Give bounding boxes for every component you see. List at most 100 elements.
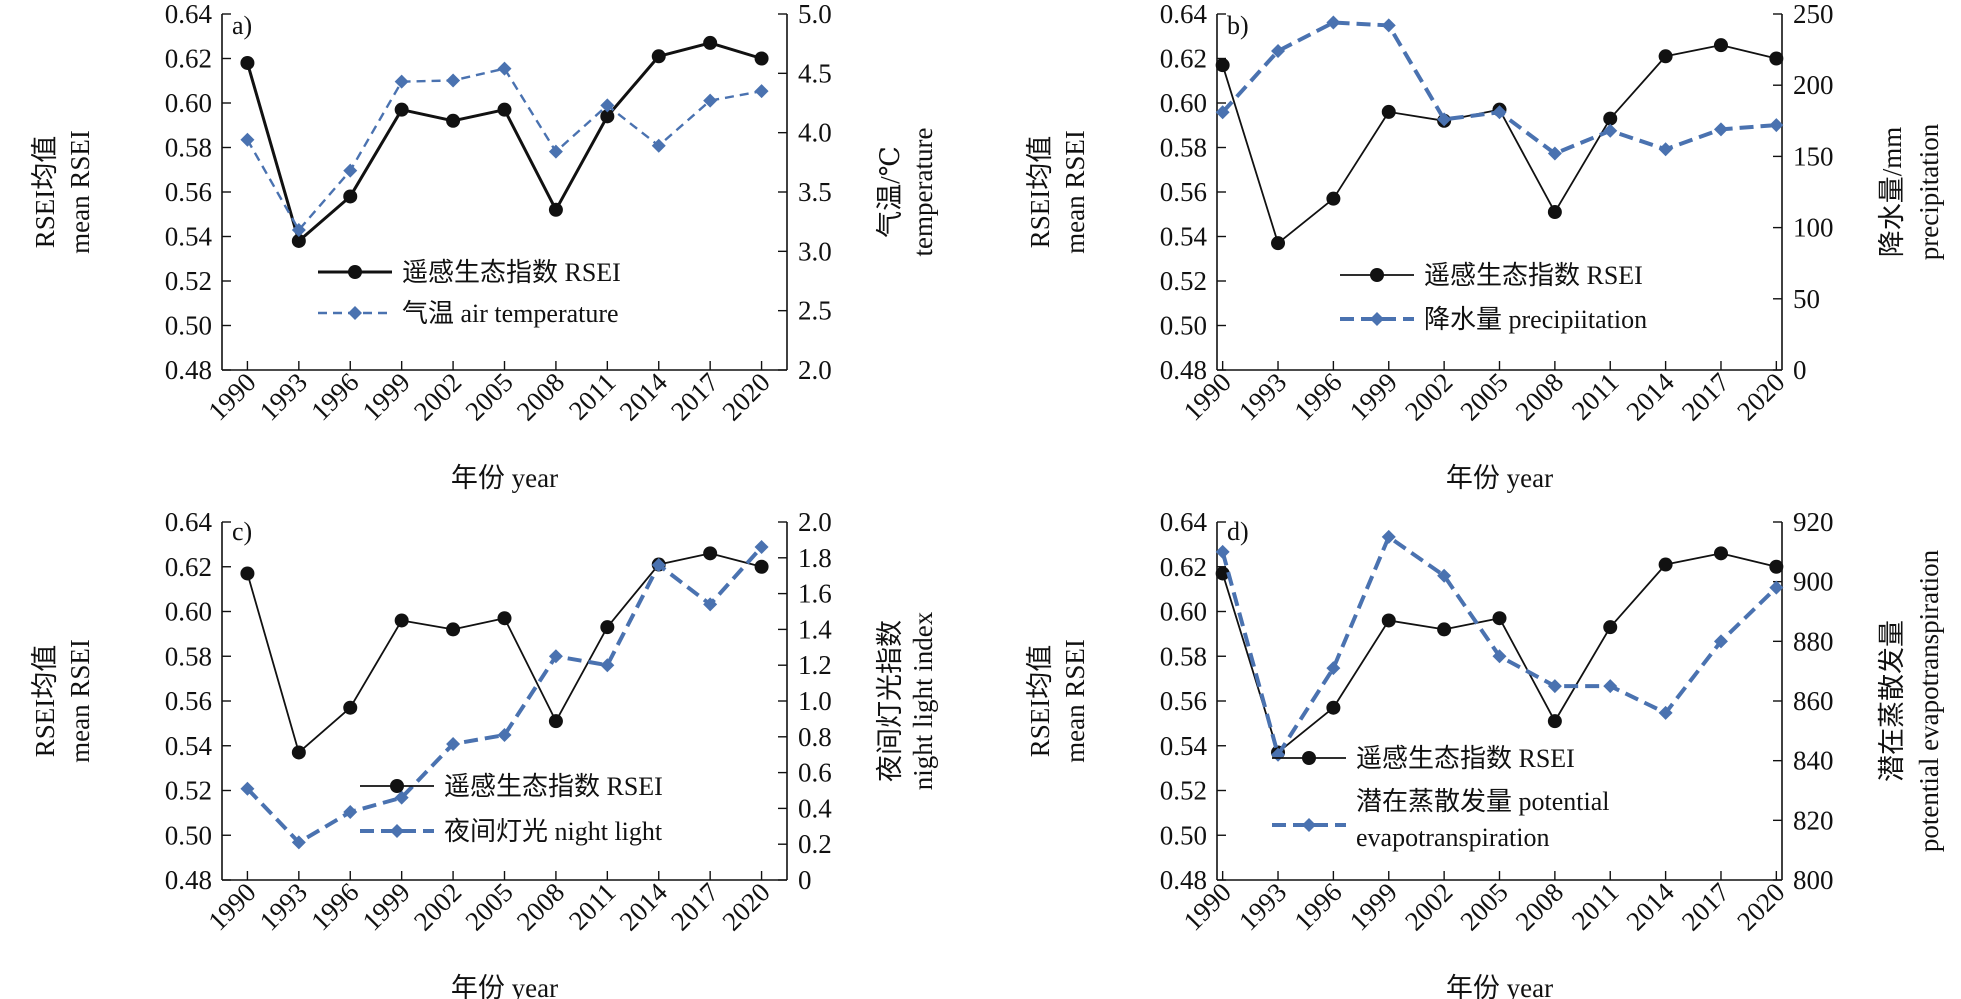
x-tick-label: 2008 [1510,877,1569,936]
right-tick-label: 800 [1793,865,1834,895]
x-axis-title: 年份 year [451,463,558,493]
factor-data-point [343,163,358,178]
x-tick-label: 2008 [1510,367,1569,426]
left-axis-title: RSEI均值 [1025,645,1055,758]
rsei-series-line [246,552,762,754]
x-tick-label: 2014 [614,367,674,427]
left-tick-label: 0.62 [165,44,212,74]
factor-data-point [1381,529,1396,544]
left-tick-label: 0.56 [1160,177,1207,207]
rsei-data-point [754,51,769,66]
x-tick-label: 2011 [1566,877,1625,936]
legend-factor-marker [390,824,404,838]
x-tick-label: 1999 [357,367,416,426]
legend-factor-label-line2: evapotranspiration [1356,823,1550,852]
factor-data-point [1658,705,1673,720]
left-tick-label: 0.64 [165,0,213,29]
right-tick-label: 920 [1793,507,1834,537]
x-tick-label: 2005 [1454,367,1513,426]
rsei-data-point [1547,205,1562,220]
factor-data-point [497,728,512,743]
right-tick-label: 3.5 [798,177,832,207]
right-tick-label: 1.2 [798,650,832,680]
right-tick-label: 0.4 [798,793,832,823]
x-tick-label: 2011 [563,367,622,426]
factor-data-point [1492,105,1507,120]
left-axis-title: RSEI均值 [1025,136,1055,249]
right-tick-label: 880 [1793,626,1834,656]
rsei-data-point [1437,622,1452,637]
factor-data-point [548,144,563,159]
right-tick-label: 100 [1793,213,1834,243]
factor-data-point [1381,18,1396,33]
panel-tag: c) [232,517,252,546]
x-tick-label: 1996 [1288,877,1347,936]
legend: 遥感生态指数 RSEI 降水量 precipiitation [1340,261,1647,334]
panel-tag: a) [232,11,252,40]
factor-data-point [1326,15,1341,30]
right-tick-label: 200 [1793,70,1834,100]
right-tick-label: 4.0 [798,118,832,148]
rsei-data-point [600,109,615,124]
factor-data-point [754,84,769,99]
x-tick-label: 2002 [408,877,467,936]
left-tick-label: 0.50 [1160,311,1207,341]
rsei-data-point [497,611,512,626]
legend-rsei-label: 遥感生态指数 RSEI [402,258,621,287]
chart-panel-d: 0.48 0.50 0.52 0.54 0.56 0.58 0.60 0.62 0.64 800 8… [1025,507,1944,999]
factor-data-point [291,222,306,237]
rsei-data-point [1713,38,1728,53]
left-tick-label: 0.62 [1160,552,1207,582]
rsei-data-point [291,233,306,248]
left-axis-title: mean RSEI [65,130,95,254]
rsei-data-point [600,620,615,635]
rsei-data-point [548,202,563,217]
factor-data-point [1603,123,1618,138]
rsei-data-point [497,102,512,117]
left-tick-label: 0.48 [165,355,212,385]
x-tick-label: 1993 [254,877,313,936]
right-tick-label: 0 [798,865,812,895]
left-tick-label: 0.62 [165,552,212,582]
factor-data-point [600,658,615,673]
factor-data-point [1713,634,1728,649]
right-tick-label: 1.0 [798,686,832,716]
factor-series-line [1220,534,1778,757]
x-tick-label: 2020 [1731,367,1790,426]
right-tick-label: 0.8 [798,722,832,752]
x-axis-title: 年份 year [1446,463,1553,493]
rsei-data-point [240,566,255,581]
legend-rsei-marker [348,265,362,279]
factor-data-point [1658,142,1673,157]
right-axis-title: 夜间灯光指数 [875,620,905,782]
x-tick-label: 1996 [305,367,364,426]
factor-data-point [754,540,769,555]
factor-data-point [1769,118,1784,133]
rsei-data-point [1603,111,1618,126]
factor-data-point [1547,679,1562,694]
factor-data-point [446,736,461,751]
x-tick-label: 2011 [563,877,622,936]
left-tick-label: 0.58 [165,133,212,163]
x-tick-label: 2008 [511,367,570,426]
legend-rsei-label: 遥感生态指数 RSEI [1424,261,1643,290]
chart-panel-c: 0.48 0.50 0.52 0.54 0.56 0.58 0.60 0.62 0.64 0 0.2… [30,507,938,999]
left-tick-label: 0.52 [165,266,212,296]
right-axis-title: precipitation [1914,123,1944,260]
factor-data-point [1603,679,1618,694]
left-tick-label: 0.52 [1160,776,1207,806]
rsei-data-point [1215,58,1230,73]
left-tick-label: 0.48 [165,865,212,895]
x-tick-label: 1993 [254,367,313,426]
rsei-data-point [1271,236,1286,251]
factor-data-point [703,93,718,108]
x-tick-label: 2020 [1731,877,1790,936]
factor-data-point [651,557,666,572]
rsei-data-point [240,55,255,70]
rsei-data-point [394,102,409,117]
left-tick-label: 0.60 [165,88,212,118]
left-tick-label: 0.54 [1160,222,1208,252]
factor-data-point [600,98,615,113]
rsei-data-point [1658,49,1673,64]
left-axis-title: mean RSEI [1060,639,1090,763]
